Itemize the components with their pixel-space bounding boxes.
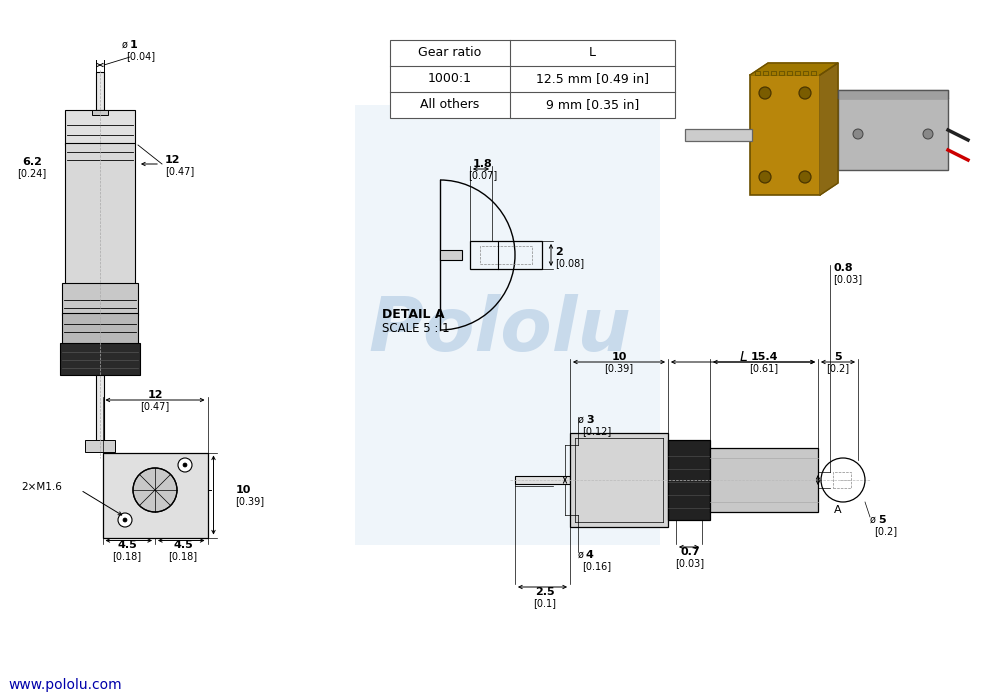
- Bar: [91, 110, 108, 115]
- Bar: [84, 440, 115, 452]
- Text: [0.12]: [0.12]: [581, 426, 610, 436]
- Circle shape: [758, 87, 770, 99]
- Bar: [684, 129, 751, 141]
- Bar: [802, 71, 807, 75]
- Text: [0.07]: [0.07]: [468, 170, 497, 180]
- Text: 0.8: 0.8: [832, 263, 852, 273]
- Bar: [95, 72, 104, 110]
- Text: 1000:1: 1000:1: [427, 73, 471, 85]
- Text: [0.2]: [0.2]: [826, 363, 849, 373]
- Bar: [390, 40, 674, 118]
- Text: 12: 12: [165, 155, 180, 165]
- Bar: [439, 250, 461, 260]
- Text: [0.16]: [0.16]: [581, 561, 610, 571]
- Bar: [479, 246, 532, 264]
- Text: 2×M1.6: 2×M1.6: [22, 482, 63, 492]
- Text: 9 mm [0.35 in]: 9 mm [0.35 in]: [546, 99, 638, 111]
- Bar: [810, 71, 815, 75]
- Polygon shape: [819, 63, 837, 195]
- Text: [0.03]: [0.03]: [832, 274, 861, 284]
- Bar: [837, 98, 947, 170]
- Polygon shape: [749, 63, 837, 75]
- Text: [0.18]: [0.18]: [168, 551, 198, 561]
- Bar: [832, 472, 850, 488]
- Bar: [95, 375, 104, 442]
- Text: 4.5: 4.5: [173, 540, 193, 550]
- Bar: [62, 283, 138, 315]
- Text: SCALE 5 : 1: SCALE 5 : 1: [382, 321, 449, 335]
- Text: [0.04]: [0.04]: [126, 51, 155, 61]
- Text: 4.5: 4.5: [117, 540, 137, 550]
- Text: [0.03]: [0.03]: [675, 558, 704, 568]
- Text: 4: 4: [585, 550, 593, 560]
- Text: ø: ø: [578, 415, 583, 425]
- Circle shape: [852, 129, 862, 139]
- Text: 10: 10: [610, 352, 626, 362]
- Bar: [754, 71, 759, 75]
- Text: [0.24]: [0.24]: [17, 168, 47, 178]
- Text: 12.5 mm [0.49 in]: 12.5 mm [0.49 in]: [536, 73, 648, 85]
- Circle shape: [178, 458, 192, 472]
- Bar: [62, 313, 138, 345]
- Circle shape: [798, 87, 810, 99]
- Bar: [515, 476, 570, 484]
- Text: [0.61]: [0.61]: [748, 363, 777, 373]
- Text: [0.39]: [0.39]: [603, 363, 633, 373]
- Text: [0.39]: [0.39]: [236, 496, 264, 506]
- Bar: [749, 75, 819, 195]
- Text: ø: ø: [122, 40, 128, 50]
- Bar: [355, 105, 659, 545]
- Bar: [786, 71, 791, 75]
- Text: L: L: [739, 350, 746, 364]
- Text: 2.5: 2.5: [535, 587, 555, 597]
- Text: 1.8: 1.8: [473, 159, 492, 169]
- Circle shape: [798, 171, 810, 183]
- Bar: [65, 143, 135, 285]
- Text: L: L: [588, 46, 595, 60]
- Bar: [778, 71, 783, 75]
- Circle shape: [922, 129, 932, 139]
- Polygon shape: [837, 90, 947, 98]
- Text: [0.08]: [0.08]: [555, 258, 583, 268]
- Text: [0.1]: [0.1]: [533, 598, 556, 608]
- Text: www.pololu.com: www.pololu.com: [8, 678, 121, 692]
- Text: 5: 5: [877, 515, 885, 525]
- Text: 10: 10: [236, 485, 250, 495]
- Text: DETAIL A: DETAIL A: [382, 309, 444, 321]
- Bar: [60, 343, 140, 375]
- Text: 6.2: 6.2: [22, 157, 42, 167]
- Text: ø: ø: [869, 515, 875, 525]
- Text: 1: 1: [130, 40, 137, 50]
- Bar: [762, 71, 767, 75]
- Circle shape: [183, 463, 187, 467]
- Bar: [794, 71, 799, 75]
- Circle shape: [133, 468, 177, 512]
- Bar: [570, 433, 667, 527]
- Bar: [469, 241, 542, 269]
- Text: 15.4: 15.4: [749, 352, 777, 362]
- Text: [0.47]: [0.47]: [140, 401, 169, 411]
- Bar: [65, 110, 135, 145]
- Circle shape: [758, 171, 770, 183]
- Text: [0.18]: [0.18]: [112, 551, 141, 561]
- Text: 12: 12: [147, 390, 163, 400]
- Text: 3: 3: [585, 415, 593, 425]
- Text: 2: 2: [555, 247, 563, 257]
- Text: [0.2]: [0.2]: [873, 526, 897, 536]
- Text: Gear ratio: Gear ratio: [417, 46, 481, 60]
- Text: All others: All others: [419, 99, 479, 111]
- Circle shape: [118, 513, 132, 527]
- Text: ø: ø: [578, 550, 583, 560]
- Text: [0.47]: [0.47]: [165, 166, 194, 176]
- Text: A: A: [833, 505, 841, 515]
- Bar: [667, 440, 710, 520]
- Text: 5: 5: [833, 352, 841, 362]
- Bar: [102, 452, 208, 538]
- Bar: [770, 71, 775, 75]
- Text: Pololu: Pololu: [368, 293, 631, 367]
- Circle shape: [123, 518, 127, 522]
- Text: 0.7: 0.7: [680, 547, 699, 557]
- Bar: [710, 448, 817, 512]
